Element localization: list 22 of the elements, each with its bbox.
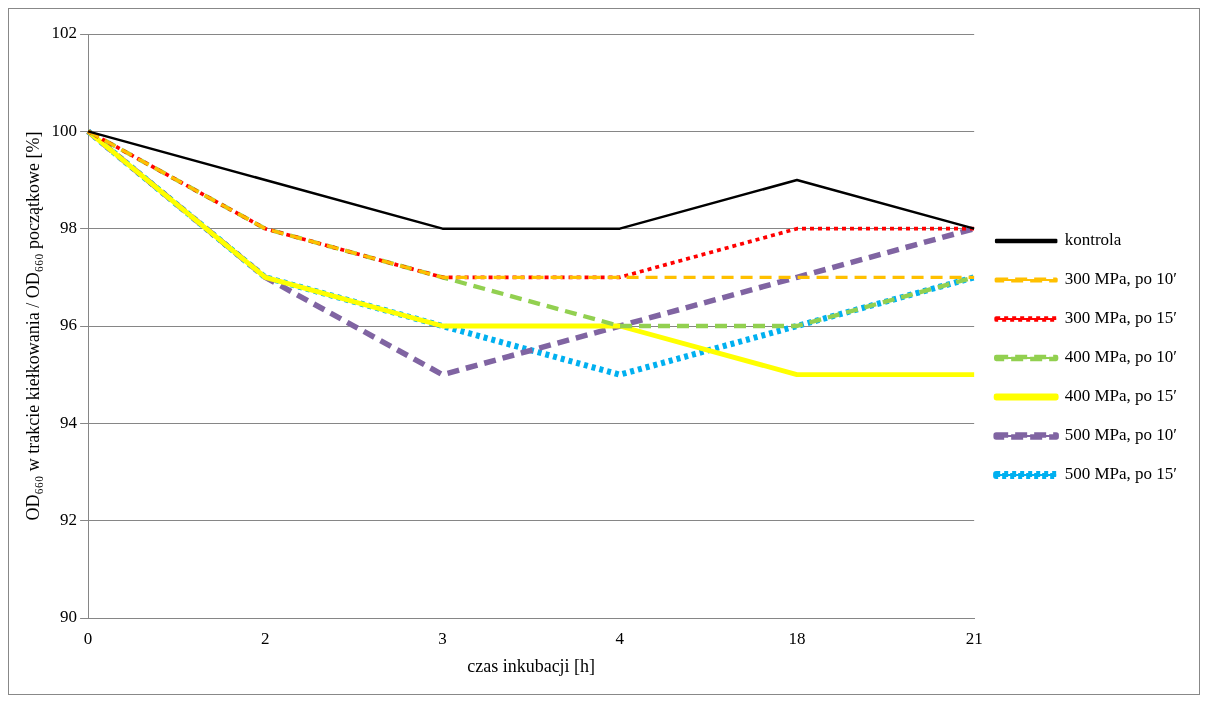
y-tick-label: 100 bbox=[51, 120, 78, 140]
x-tick-label: 3 bbox=[438, 628, 447, 648]
x-tick-label: 21 bbox=[965, 628, 983, 648]
y-tick-label: 98 bbox=[60, 218, 78, 238]
legend-label: 400 MPa, po 15′ bbox=[1064, 386, 1178, 406]
y-tick-label: 92 bbox=[60, 510, 78, 530]
legend-label: kontrola bbox=[1064, 230, 1122, 250]
x-tick-label: 4 bbox=[615, 628, 625, 648]
legend-label: 400 MPa, po 10′ bbox=[1064, 347, 1178, 367]
y-axis-title: OD₆₆₀ w trakcie kiełkowania / OD₆₆₀ początkowe [%] bbox=[22, 131, 43, 521]
y-tick-label: 94 bbox=[60, 412, 78, 432]
y-tick-label: 90 bbox=[60, 607, 78, 627]
x-tick-label: 2 bbox=[261, 628, 270, 648]
x-tick-label: 18 bbox=[788, 628, 806, 648]
y-tick-label: 102 bbox=[51, 23, 78, 43]
legend-label: 500 MPa, po 15′ bbox=[1064, 464, 1178, 484]
legend-label: 500 MPa, po 10′ bbox=[1064, 425, 1178, 445]
x-tick-label: 0 bbox=[83, 628, 93, 648]
legend-label: 300 MPa, po 10′ bbox=[1064, 269, 1178, 289]
x-axis-title: czas inkubacji [h] bbox=[467, 655, 596, 676]
legend-label: 300 MPa, po 15′ bbox=[1064, 308, 1178, 328]
y-tick-label: 96 bbox=[60, 315, 78, 335]
